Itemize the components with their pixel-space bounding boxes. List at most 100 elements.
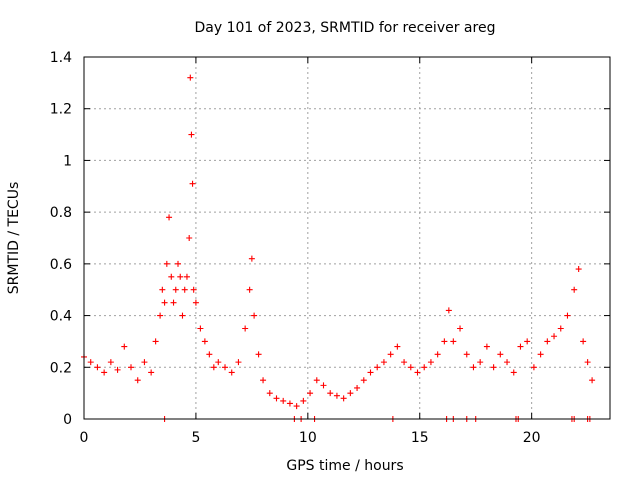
data-point — [320, 382, 327, 389]
x-axis-label: GPS time / hours — [286, 458, 403, 474]
data-point — [206, 351, 213, 358]
data-point — [551, 333, 558, 340]
data-point — [497, 351, 504, 358]
data-point — [141, 359, 148, 366]
data-point — [114, 366, 121, 373]
data-point — [441, 338, 448, 345]
y-tick-label: 1.4 — [50, 50, 72, 66]
data-point — [201, 338, 208, 345]
data-point — [380, 359, 387, 366]
y-tick-label: 0.8 — [50, 205, 72, 221]
data-point — [242, 325, 249, 332]
data-point — [166, 214, 173, 221]
data-point — [421, 364, 428, 371]
data-point — [564, 312, 571, 319]
data-point — [280, 397, 287, 404]
data-point — [286, 400, 293, 407]
data-point — [434, 351, 441, 358]
data-point — [170, 299, 177, 306]
data-point — [190, 286, 197, 293]
y-axis-ticks: 0 0.2 0.4 0.6 0.8 1 1.2 1.4 — [50, 50, 610, 428]
data-point — [161, 299, 168, 306]
data-point — [463, 351, 470, 358]
data-point — [571, 286, 578, 293]
data-point — [354, 384, 361, 391]
y-tick-label: 0 — [63, 412, 72, 428]
data-point — [163, 260, 170, 267]
data-point — [228, 369, 235, 376]
y-tick-label: 0.4 — [50, 309, 72, 325]
data-point — [235, 359, 242, 366]
data-point — [210, 364, 217, 371]
y-axis-label: SRMTID / TECUs — [6, 182, 22, 295]
x-tick-label: 5 — [191, 430, 200, 446]
data-point — [347, 390, 354, 397]
data-point — [273, 395, 280, 402]
data-point — [327, 390, 334, 397]
data-point — [189, 180, 196, 187]
data-point — [537, 351, 544, 358]
data-point — [589, 377, 596, 384]
data-point — [187, 74, 194, 81]
data-point — [179, 312, 186, 319]
data-point — [374, 364, 381, 371]
data-point — [177, 273, 184, 280]
data-point — [414, 369, 421, 376]
y-tick-label: 0.6 — [50, 257, 72, 273]
x-axis-ticks: 0 5 10 15 20 — [80, 57, 541, 446]
data-point — [394, 343, 401, 350]
data-point — [450, 338, 457, 345]
x-tick-label: 20 — [523, 430, 541, 446]
y-tick-label: 1.2 — [50, 102, 72, 118]
x-tick-label: 10 — [299, 430, 317, 446]
data-point — [300, 397, 307, 404]
data-point — [584, 359, 591, 366]
data-point — [183, 273, 190, 280]
data-point — [387, 351, 394, 358]
data-point — [172, 286, 179, 293]
data-point — [524, 338, 531, 345]
data-point — [367, 369, 374, 376]
data-point — [483, 343, 490, 350]
data-point — [159, 286, 166, 293]
data-point — [94, 364, 101, 371]
data-point — [313, 377, 320, 384]
data-point — [504, 359, 511, 366]
data-point — [181, 286, 188, 293]
data-point — [445, 307, 452, 314]
y-tick-label: 1 — [63, 153, 72, 169]
data-point — [134, 377, 141, 384]
data-point — [168, 273, 175, 280]
grid-lines — [84, 57, 610, 419]
data-point — [490, 364, 497, 371]
data-point — [307, 390, 314, 397]
data-point — [407, 364, 414, 371]
data-point — [175, 260, 182, 267]
data-point — [457, 325, 464, 332]
plot-border — [83, 56, 611, 420]
data-point — [246, 286, 253, 293]
x-tick-label: 0 — [80, 430, 89, 446]
y-tick-label: 0.2 — [50, 360, 72, 376]
x-tick-label: 15 — [411, 430, 429, 446]
data-point — [152, 338, 159, 345]
data-point — [510, 369, 517, 376]
data-point — [222, 364, 229, 371]
data-point — [544, 338, 551, 345]
data-point — [255, 351, 262, 358]
data-point — [266, 390, 273, 397]
data-point — [107, 359, 114, 366]
data-point — [333, 392, 340, 399]
data-point — [248, 255, 255, 262]
data-point — [477, 359, 484, 366]
data-point — [470, 364, 477, 371]
chart-title: Day 101 of 2023, SRMTID for receiver are… — [195, 20, 496, 36]
data-point — [360, 377, 367, 384]
data-point — [87, 359, 94, 366]
data-point — [197, 325, 204, 332]
data-point — [530, 364, 537, 371]
data-point — [186, 235, 193, 241]
data-point — [251, 312, 258, 319]
data-point — [293, 403, 300, 410]
